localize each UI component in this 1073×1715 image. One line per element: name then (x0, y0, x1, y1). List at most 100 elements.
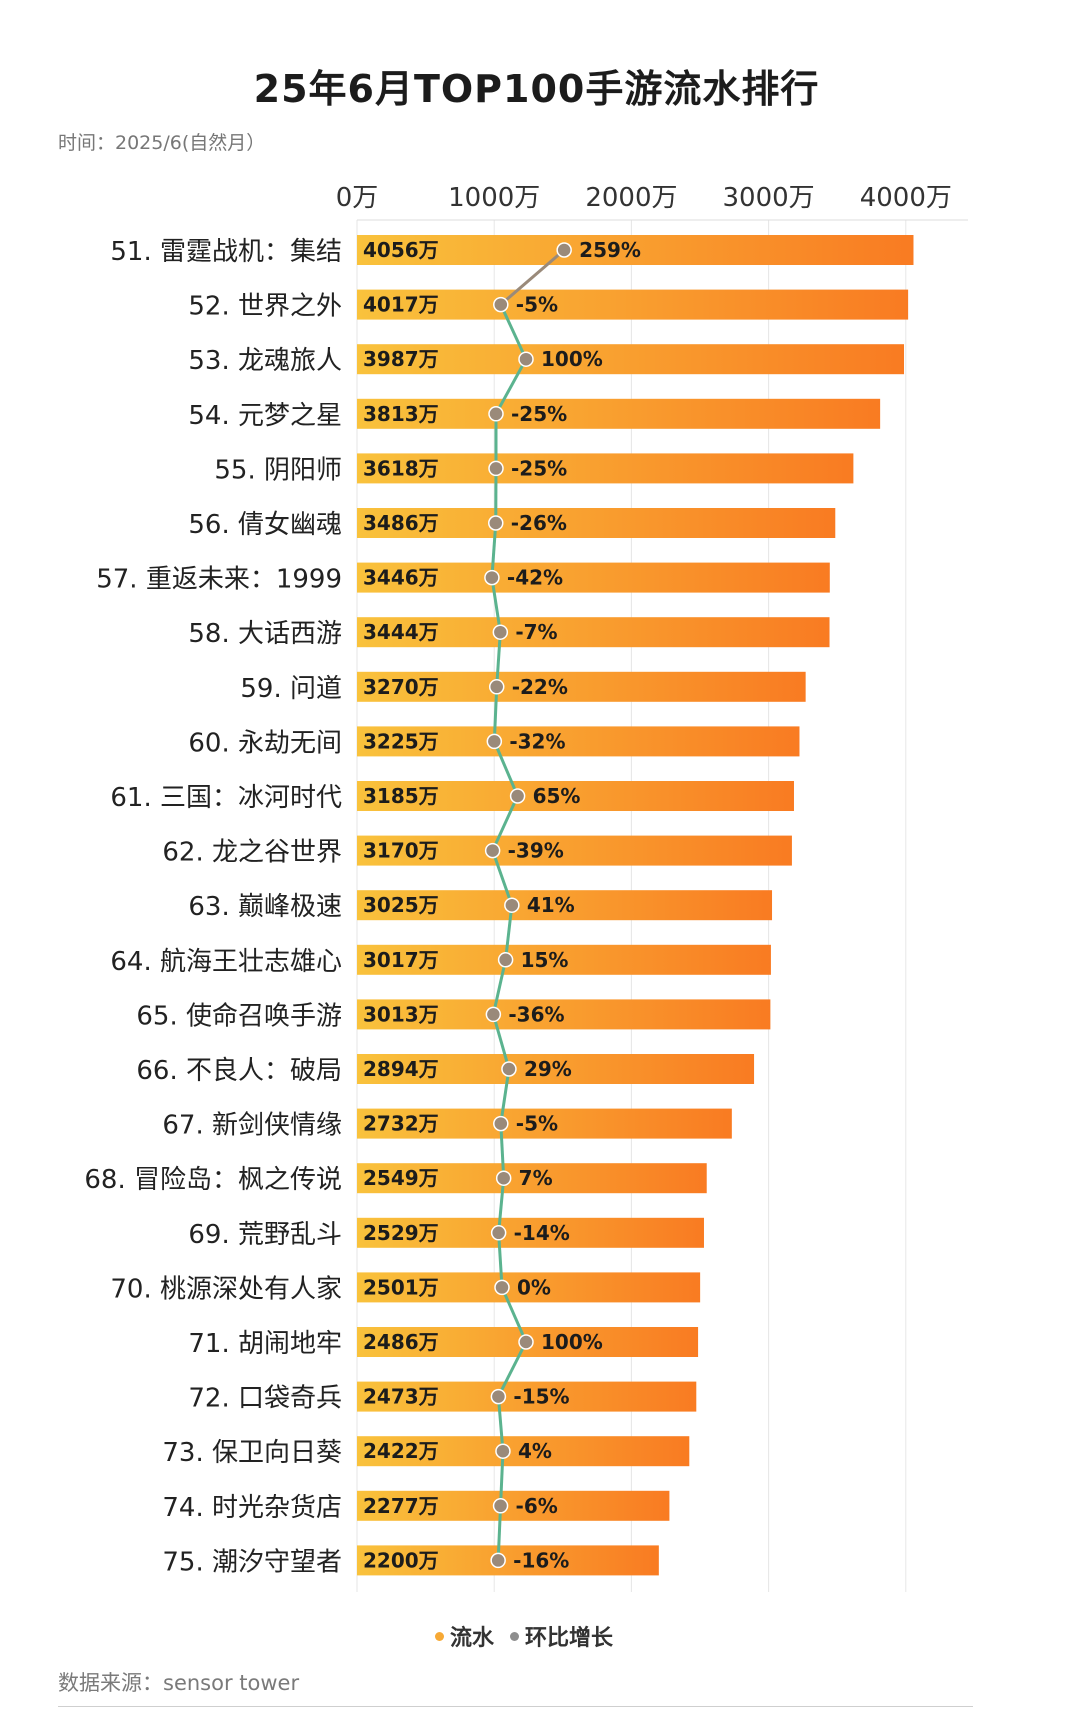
growth-point (492, 624, 509, 640)
category-label: 75. 潮汐守望者 (162, 1547, 342, 1577)
growth-line-segment (496, 1396, 505, 1452)
growth-value-label: -25% (511, 456, 567, 480)
growth-point (493, 1115, 509, 1132)
category-label: 68. 冒险岛：枫之传说 (84, 1165, 342, 1195)
growth-point (485, 1006, 502, 1023)
revenue-value-label: 4017万 (363, 293, 439, 317)
growth-line-segment (491, 795, 519, 852)
revenue-value-label: 3170万 (363, 839, 439, 863)
growth-value-label: -36% (508, 1002, 564, 1026)
legend-item-revenue: 流水 (435, 1620, 494, 1652)
revenue-bar (357, 726, 800, 757)
category-label: 62. 龙之谷世界 (162, 838, 342, 868)
revenue-value-label: 2277万 (363, 1494, 439, 1518)
growth-line-segment (497, 1341, 528, 1398)
revenue-value-label: 3013万 (363, 1002, 439, 1026)
revenue-value-label: 2894万 (363, 1057, 439, 1081)
growth-point (518, 1334, 534, 1350)
revenue-bar (357, 999, 771, 1030)
category-label: 63. 巅峰极速 (188, 892, 342, 922)
revenue-value-label: 2422万 (363, 1439, 439, 1463)
growth-line-segment (494, 358, 528, 415)
revenue-bar (357, 1436, 690, 1467)
x-tick-label: 2000万 (585, 183, 677, 213)
growth-value-label: 100% (541, 347, 603, 371)
category-label: 66. 不良人：破局 (136, 1056, 342, 1086)
revenue-bar (357, 1381, 697, 1412)
revenue-value-label: 3270万 (363, 675, 439, 699)
revenue-value-label: 2549万 (363, 1166, 439, 1190)
revenue-value-label: 2732万 (363, 1112, 439, 1136)
revenue-bar (357, 1054, 755, 1084)
legend: 流水 环比增长 (435, 1620, 613, 1652)
growth-point (484, 569, 500, 586)
category-label: 52. 世界之外 (188, 292, 342, 322)
category-label: 69. 荒野乱斗 (188, 1220, 342, 1250)
growth-value-label: 259% (579, 238, 641, 262)
category-label: 65. 使命召唤手游 (136, 1001, 342, 1031)
legend-revenue-dot (435, 1631, 444, 1641)
growth-line-segment (491, 1013, 511, 1070)
revenue-bar (357, 1217, 704, 1248)
revenue-bar (357, 1490, 670, 1521)
growth-value-label: -6% (516, 1494, 558, 1518)
growth-value-label: -39% (508, 839, 564, 863)
growth-value-label: -26% (511, 511, 567, 535)
revenue-value-label: 4056万 (363, 238, 439, 262)
revenue-value-label: 3017万 (363, 948, 439, 972)
growth-value-label: 4% (518, 1439, 552, 1463)
growth-point (556, 242, 572, 258)
data-source: 数据来源：sensor tower (58, 1671, 300, 1695)
category-label: 57. 重返未来：1999 (96, 565, 342, 595)
growth-point (501, 1061, 517, 1077)
growth-value-label: 65% (533, 784, 581, 808)
revenue-bar (357, 344, 905, 375)
revenue-bar (357, 235, 914, 265)
growth-point (490, 1552, 506, 1569)
growth-value-label: -5% (516, 1112, 558, 1136)
growth-point (486, 733, 503, 750)
revenue-value-label: 3486万 (363, 511, 439, 535)
bottom-divider (58, 1706, 973, 1707)
growth-line-segment (499, 1123, 506, 1179)
growth-line (484, 242, 572, 1569)
legend-growth-dot (510, 1631, 520, 1641)
growth-line-segment (496, 1505, 503, 1561)
growth-value-label: 41% (527, 893, 575, 917)
revenue-value-label: 2486万 (363, 1330, 439, 1354)
growth-point (497, 952, 514, 968)
growth-line-segment (490, 577, 502, 633)
growth-point (488, 460, 504, 477)
revenue-value-label: 3618万 (363, 456, 439, 480)
growth-point (494, 1279, 510, 1296)
revenue-bar (357, 890, 773, 921)
category-label: 60. 永劫无间 (188, 728, 342, 758)
growth-line-segment (499, 248, 566, 306)
category-label: 58. 大话西游 (188, 619, 342, 649)
growth-point (518, 351, 534, 367)
growth-point (488, 679, 505, 695)
revenue-value-label: 2501万 (363, 1275, 439, 1299)
revenue-bar (357, 1108, 732, 1139)
growth-line-segment (491, 959, 508, 1015)
growth-line-segment (500, 1286, 528, 1343)
category-label: 61. 三国：冰河时代 (110, 783, 342, 813)
revenue-value-label: 3185万 (363, 784, 439, 808)
growth-point (509, 788, 526, 804)
growth-line-segment (504, 905, 514, 960)
growth-point (504, 897, 520, 913)
category-label: 53. 龙魂旅人 (188, 346, 342, 376)
category-label: 55. 阴阳师 (214, 455, 342, 485)
growth-line-segment (491, 850, 514, 906)
revenue-bar (357, 835, 792, 866)
revenue-bar (357, 944, 771, 975)
growth-value-label: -22% (512, 675, 568, 699)
growth-value-label: 0% (517, 1275, 551, 1299)
growth-value-label: -32% (509, 729, 565, 753)
revenue-value-label: 2200万 (363, 1548, 439, 1572)
revenue-value-label: 3025万 (363, 893, 439, 917)
growth-point (488, 515, 504, 531)
growth-value-label: -15% (513, 1385, 569, 1409)
